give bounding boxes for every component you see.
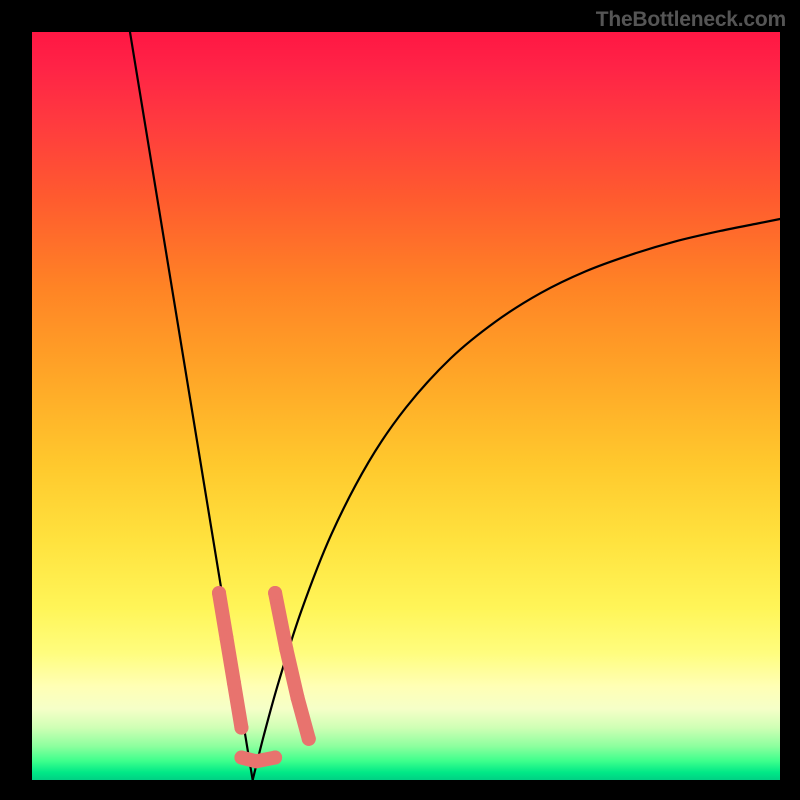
chart-container: TheBottleneck.com	[0, 0, 800, 800]
marker-foot-dot	[249, 754, 263, 768]
marker-left-leg-dot	[234, 721, 248, 735]
marker-right-leg-dot	[302, 732, 316, 746]
marker-right-leg-dot	[291, 691, 305, 705]
plot-area	[32, 32, 780, 780]
marker-left-leg-dot	[212, 586, 226, 600]
watermark-text: TheBottleneck.com	[596, 8, 786, 32]
marker-left-leg-dot	[219, 631, 233, 645]
marker-right-leg-dot	[268, 586, 282, 600]
marker-right-leg	[275, 593, 309, 739]
bottleneck-curve-right	[253, 219, 780, 780]
marker-foot-dot	[268, 751, 282, 765]
marker-left-leg	[219, 593, 241, 728]
curve-layer	[32, 32, 780, 780]
marker-foot-dot	[234, 751, 248, 765]
marker-right-leg-dot	[279, 642, 293, 656]
marker-left-leg-dot	[227, 676, 241, 690]
